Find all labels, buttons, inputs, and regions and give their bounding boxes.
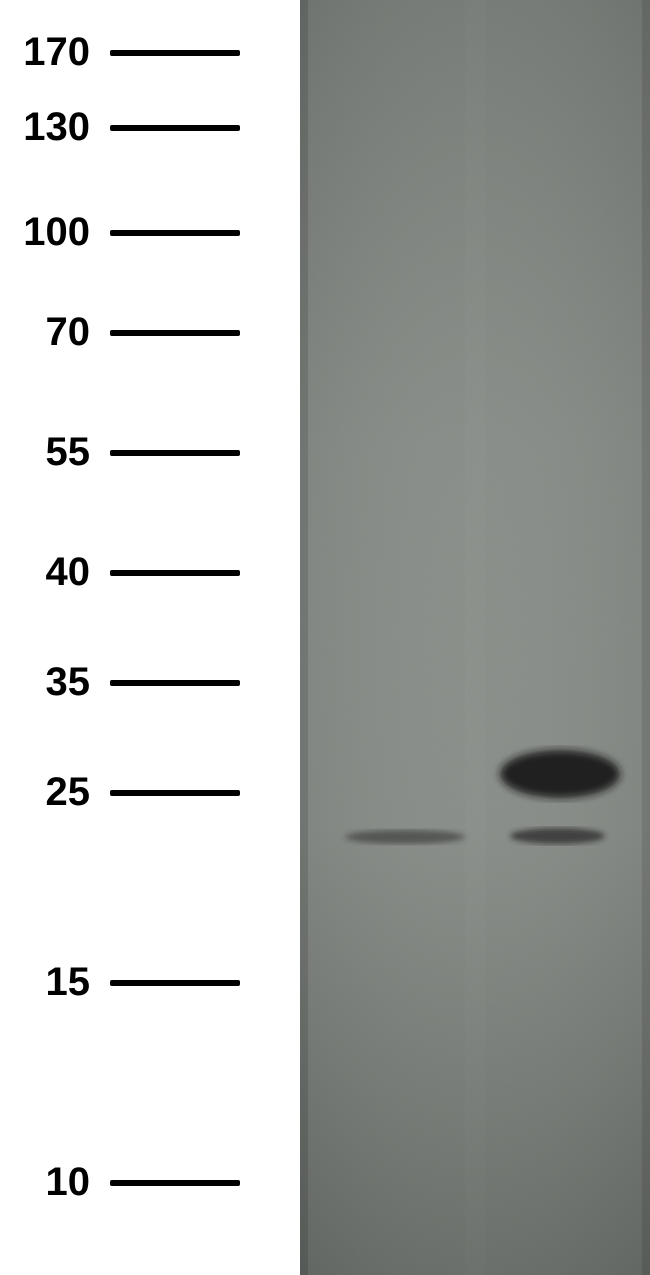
mw-marker-100: 100: [0, 210, 300, 255]
mw-tick: [110, 790, 240, 796]
mw-marker-10: 10: [0, 1160, 300, 1205]
mw-marker-40: 40: [0, 550, 300, 595]
mw-label: 10: [0, 1160, 110, 1205]
mw-label: 35: [0, 660, 110, 705]
mw-label: 15: [0, 960, 110, 1005]
mw-label: 130: [0, 105, 110, 150]
protein-band-lane2-0: [500, 750, 620, 798]
mw-label: 70: [0, 310, 110, 355]
mw-tick: [110, 680, 240, 686]
mw-label: 170: [0, 30, 110, 75]
mw-tick: [110, 125, 240, 131]
mw-marker-55: 55: [0, 430, 300, 475]
mw-marker-70: 70: [0, 310, 300, 355]
molecular-weight-ladder: 170 130 100 70 55 40 35 25 15 10: [0, 0, 300, 1275]
mw-label: 25: [0, 770, 110, 815]
mw-tick: [110, 50, 240, 56]
protein-band-lane2-1: [510, 828, 605, 844]
mw-label: 55: [0, 430, 110, 475]
mw-label: 40: [0, 550, 110, 595]
mw-marker-170: 170: [0, 30, 300, 75]
mw-marker-130: 130: [0, 105, 300, 150]
mw-tick: [110, 570, 240, 576]
mw-tick: [110, 450, 240, 456]
mw-tick: [110, 330, 240, 336]
mw-marker-25: 25: [0, 770, 300, 815]
blot-membrane: [300, 0, 650, 1275]
mw-label: 100: [0, 210, 110, 255]
mw-marker-15: 15: [0, 960, 300, 1005]
blot-background: [300, 0, 650, 1275]
protein-band-lane1-2: [345, 830, 465, 844]
mw-tick: [110, 980, 240, 986]
mw-marker-35: 35: [0, 660, 300, 705]
mw-tick: [110, 1180, 240, 1186]
mw-tick: [110, 230, 240, 236]
western-blot-figure: 170 130 100 70 55 40 35 25 15 10: [0, 0, 650, 1275]
